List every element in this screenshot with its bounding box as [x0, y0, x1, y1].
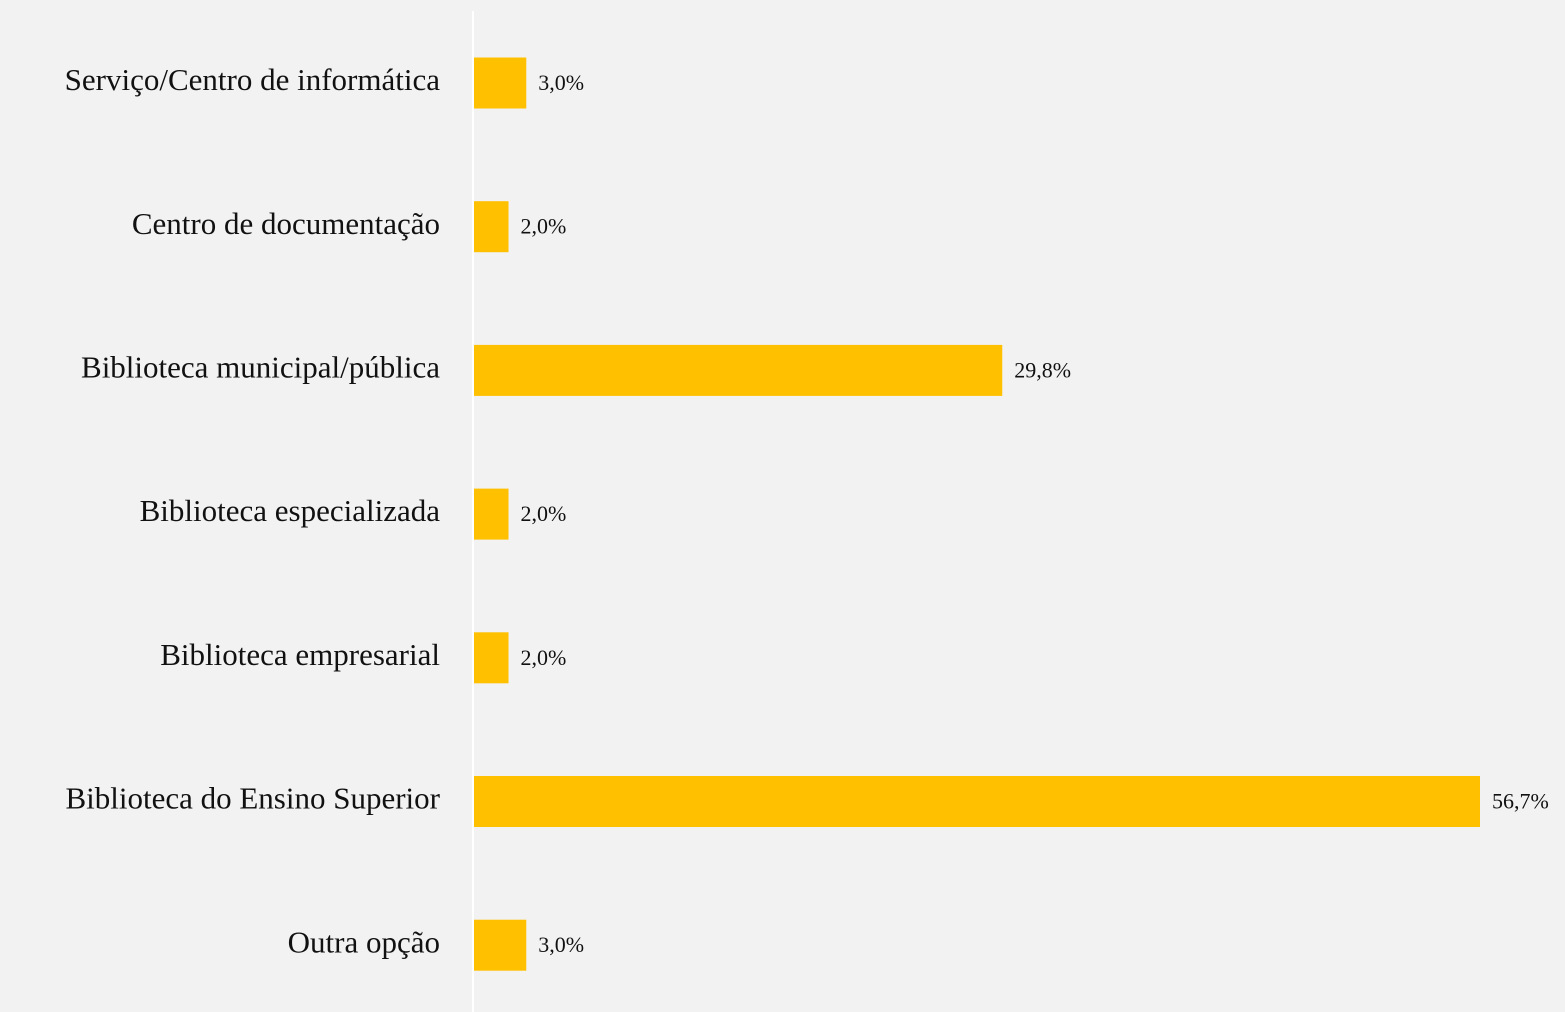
bar — [473, 776, 1480, 827]
category-label: Biblioteca empresarial — [160, 637, 440, 672]
bar — [473, 344, 1003, 396]
value-label: 56,7% — [1492, 789, 1549, 814]
value-label: 2,0% — [521, 214, 567, 239]
category-label: Serviço/Centro de informática — [65, 62, 441, 97]
category-label: Biblioteca municipal/pública — [81, 350, 440, 385]
bar — [473, 919, 527, 971]
value-label: 29,8% — [1014, 357, 1071, 382]
bar — [473, 201, 509, 253]
category-label: Centro de documentação — [132, 206, 440, 241]
category-label: Biblioteca especializada — [140, 493, 441, 528]
category-label: Biblioteca do Ensino Superior — [65, 781, 440, 816]
bar — [473, 488, 509, 540]
bar — [473, 57, 527, 109]
value-label: 3,0% — [538, 932, 584, 957]
value-label: 2,0% — [521, 645, 567, 670]
category-label: Outra opção — [288, 924, 440, 959]
bar — [473, 632, 509, 684]
value-label: 3,0% — [538, 70, 584, 95]
value-label: 2,0% — [521, 501, 567, 526]
